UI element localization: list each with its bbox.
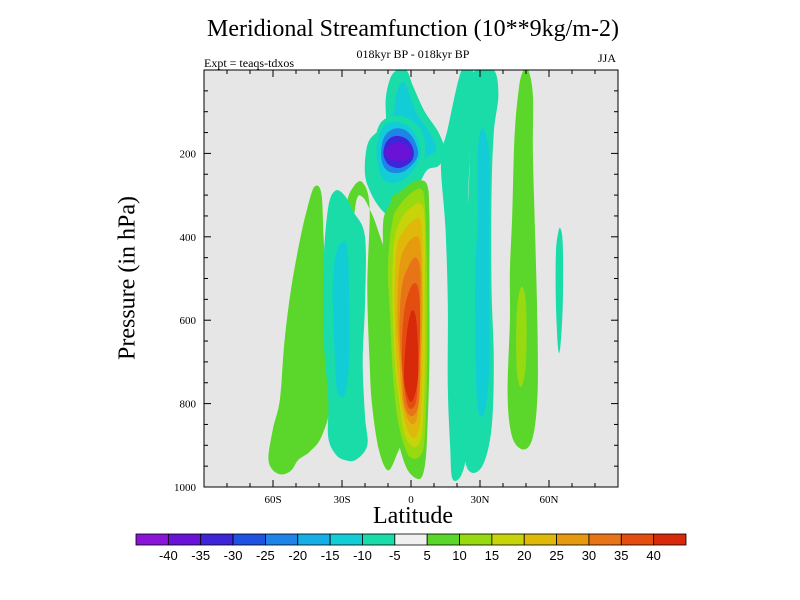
contour-southern-upper-cell-center: [385, 142, 411, 161]
colorbar-swatch: [232, 533, 266, 546]
contour-northern-cell-core: [516, 286, 527, 388]
colorbar-label: 30: [582, 548, 596, 563]
colorbar-label: -20: [288, 548, 307, 563]
colorbar-swatch: [620, 533, 655, 546]
colorbar-swatch: [588, 533, 622, 546]
y-tick-label: 600: [180, 315, 197, 327]
colorbar-swatch: [459, 533, 493, 546]
contour-arctic-streak: [555, 227, 564, 354]
colorbar-label: -30: [224, 548, 243, 563]
colorbar-label: -10: [353, 548, 372, 563]
axes: 60S 30S 0 30N 60N 200 400 600 800 1000: [174, 69, 619, 506]
y-tick-label: 200: [180, 148, 197, 160]
contour-hadley-cell-40: [404, 310, 419, 403]
colorbar-label: 5: [424, 548, 431, 563]
colorbar: -40 -35 -30 -25 -20 -15 -10 -5 5 10 15 20 25 30 35 40: [135, 533, 687, 563]
colorbar-label: -40: [159, 548, 178, 563]
colorbar-swatch: [200, 533, 234, 546]
chart-subtitle: 018kyr BP - 018kyr BP: [356, 47, 470, 61]
colorbar-swatch: [556, 533, 590, 546]
contour-northern-cell-outer: [507, 70, 538, 450]
colorbar-swatch: [329, 533, 363, 546]
experiment-label: Expt = teaqs-tdxos: [204, 56, 295, 70]
y-tick-label: 1000: [174, 482, 197, 494]
colorbar-label: 20: [517, 548, 531, 563]
colorbar-label: 10: [452, 548, 466, 563]
colorbar-swatch: [426, 533, 460, 546]
y-tick-label: 800: [180, 399, 197, 411]
x-tick-label: 30S: [333, 494, 350, 506]
colorbar-label: -5: [389, 548, 401, 563]
x-tick-label: 60N: [540, 494, 559, 506]
colorbar-label: 15: [485, 548, 499, 563]
colorbar-swatch: [491, 533, 525, 546]
contour-northern-ferrel-core: [475, 128, 490, 417]
x-tick-label: 30N: [471, 494, 490, 506]
colorbar-label: 40: [646, 548, 660, 563]
x-tick-label: 60S: [264, 494, 281, 506]
x-tick-label: 0: [408, 494, 414, 506]
colorbar-swatch: [297, 533, 331, 546]
colorbar-swatch: [653, 533, 687, 546]
colorbar-swatch: [362, 533, 396, 546]
colorbar-swatch: [265, 533, 299, 546]
y-tick-label: 400: [180, 232, 197, 244]
colorbar-label: -25: [256, 548, 275, 563]
colorbar-label: -15: [321, 548, 340, 563]
colorbar-swatch: [135, 533, 169, 546]
plot-area: [204, 70, 618, 487]
colorbar-label: 35: [614, 548, 628, 563]
contour-southern-polar-cell: [268, 185, 331, 475]
colorbar-swatch: [167, 533, 202, 546]
colorbar-swatch: [394, 533, 428, 546]
colorbar-swatch: [523, 533, 557, 546]
contour-southern-ferrel-core: [332, 241, 350, 398]
season-label: JJA: [598, 51, 617, 65]
chart-title: Meridional Streamfunction (10**9kg/m-2): [207, 16, 619, 42]
x-axis-label: Latitude: [373, 503, 453, 529]
colorbar-label: -35: [191, 548, 210, 563]
colorbar-label: 25: [549, 548, 563, 563]
